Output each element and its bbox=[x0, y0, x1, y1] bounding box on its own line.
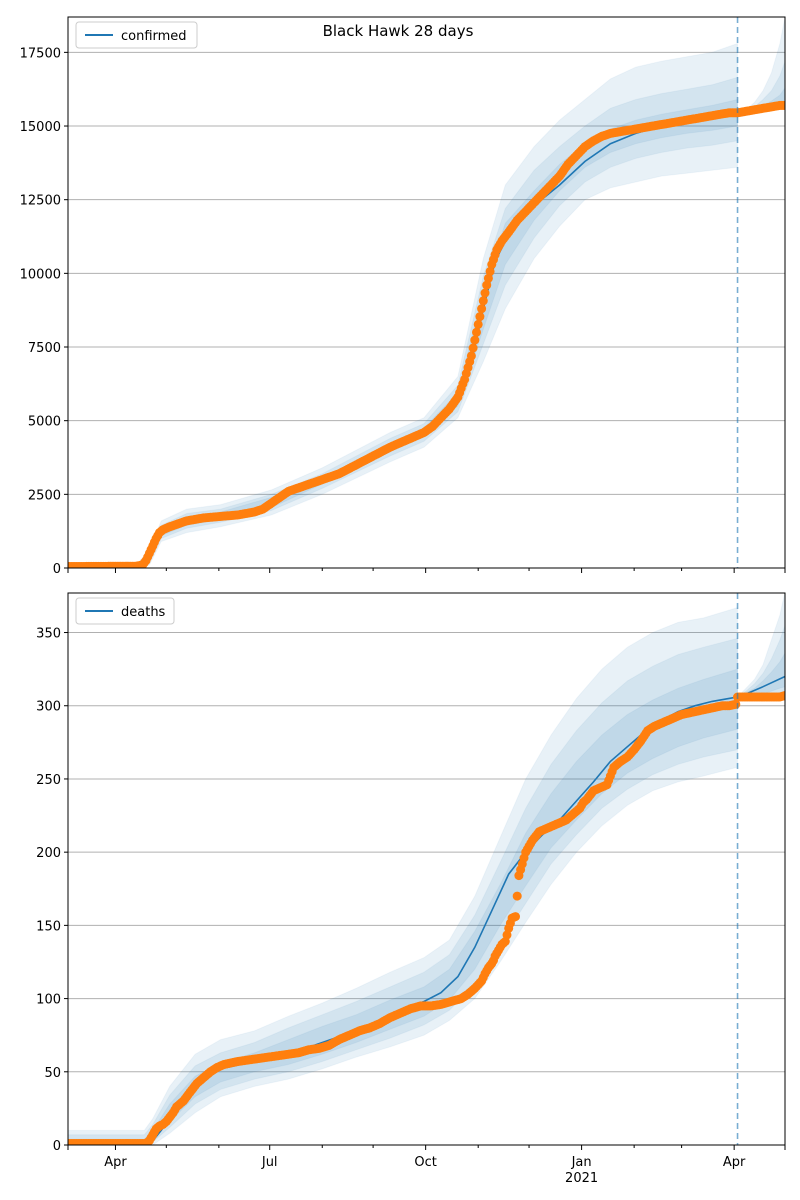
legend-box bbox=[75, 21, 198, 49]
axes-frame bbox=[67, 592, 786, 1146]
y-tick-label: 5000 bbox=[28, 415, 61, 430]
panel-confirmed: 0 2500 5000 7500 10000 12500 15000 17500 confirm… bbox=[20, 16, 786, 577]
x-tick-year-label: 2021 bbox=[565, 1171, 598, 1186]
confidence-band-inner bbox=[68, 668, 738, 1145]
confidence-band-mid bbox=[68, 637, 738, 1145]
data-point bbox=[466, 351, 476, 361]
y-tick-label: 2500 bbox=[28, 488, 61, 503]
data-point bbox=[512, 891, 522, 901]
data-point bbox=[780, 691, 785, 700]
data-point bbox=[483, 273, 493, 283]
observed-points bbox=[68, 691, 785, 1145]
x-tick-label: Apr bbox=[104, 1155, 127, 1170]
plot-area bbox=[68, 17, 785, 568]
y-tick-label: 150 bbox=[36, 919, 61, 934]
legend: confirmed bbox=[75, 21, 198, 49]
data-point bbox=[478, 296, 488, 306]
x-tick-label: Jul bbox=[261, 1155, 278, 1170]
y-tick-label: 17500 bbox=[20, 46, 61, 61]
legend-label: deaths bbox=[121, 605, 166, 620]
data-point bbox=[482, 280, 492, 290]
y-tick-label: 0 bbox=[53, 562, 61, 577]
y-tick-label: 100 bbox=[36, 993, 61, 1008]
y-tick-label: 300 bbox=[36, 700, 61, 715]
data-point bbox=[511, 912, 520, 922]
data-point bbox=[480, 288, 490, 298]
x-tick-label: Oct bbox=[414, 1155, 436, 1170]
data-point bbox=[468, 343, 478, 353]
data-point bbox=[485, 266, 495, 276]
data-point bbox=[472, 327, 481, 337]
x-tick-label: Apr bbox=[723, 1155, 746, 1170]
y-tick-label: 7500 bbox=[28, 341, 61, 356]
data-point bbox=[473, 319, 483, 329]
data-point bbox=[470, 335, 480, 345]
data-point bbox=[477, 304, 487, 314]
chart-title: Black Hawk 28 days bbox=[323, 22, 474, 40]
y-tick-label: 15000 bbox=[20, 120, 61, 135]
y-tick-label: 0 bbox=[53, 1139, 61, 1154]
y-tick-label: 350 bbox=[36, 627, 61, 642]
legend-box bbox=[75, 597, 175, 625]
legend: deaths bbox=[75, 597, 175, 625]
legend-label: confirmed bbox=[121, 29, 187, 44]
data-point bbox=[475, 312, 485, 322]
y-tick-label: 50 bbox=[44, 1066, 61, 1081]
y-tick-label: 12500 bbox=[20, 194, 61, 209]
y-tick-label: 10000 bbox=[20, 267, 61, 282]
y-tick-label: 200 bbox=[36, 846, 61, 861]
x-tick-label: Jan bbox=[571, 1155, 592, 1170]
y-tick-label: 250 bbox=[36, 773, 61, 788]
observed-points bbox=[68, 100, 785, 568]
plot-area bbox=[68, 593, 785, 1145]
axes-frame bbox=[67, 16, 786, 569]
data-point bbox=[780, 100, 785, 110]
